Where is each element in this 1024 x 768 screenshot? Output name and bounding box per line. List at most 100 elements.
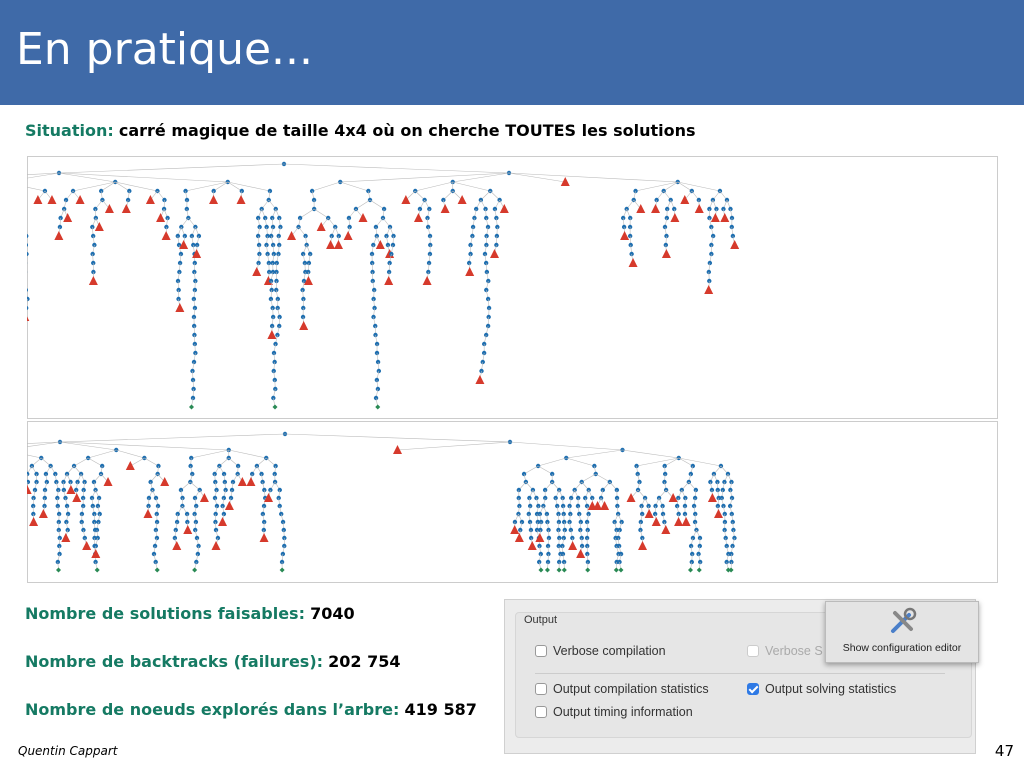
tree-node bbox=[143, 509, 153, 518]
tree-node bbox=[661, 249, 671, 258]
tree-node bbox=[561, 567, 567, 573]
tree-node bbox=[689, 559, 694, 565]
tree-node bbox=[373, 323, 378, 329]
option[interactable]: Output timing information bbox=[535, 705, 693, 719]
tree-node bbox=[499, 204, 509, 213]
option-label: Verbose S bbox=[765, 644, 823, 658]
tree-node bbox=[156, 213, 166, 222]
tree-node bbox=[585, 567, 591, 573]
tree-node bbox=[160, 477, 170, 486]
output-title: Output bbox=[524, 614, 558, 626]
option[interactable]: Output compilation statistics bbox=[535, 682, 709, 696]
tree-node bbox=[527, 541, 537, 550]
option[interactable]: Output solving statistics bbox=[747, 682, 896, 696]
tree-node bbox=[578, 527, 583, 533]
tree-node bbox=[528, 535, 534, 541]
tree-node bbox=[618, 567, 624, 573]
tree-node bbox=[213, 527, 219, 533]
tree-node bbox=[595, 473, 610, 483]
tree-node bbox=[619, 519, 624, 525]
tree-node bbox=[173, 527, 178, 533]
tree-node bbox=[215, 535, 221, 541]
checkbox[interactable] bbox=[747, 645, 759, 657]
option[interactable]: Verbose compilation bbox=[535, 644, 666, 658]
tree-node bbox=[668, 493, 678, 502]
tree-node bbox=[545, 559, 551, 565]
tree-panel bbox=[27, 156, 998, 419]
button-label: Show configuration editor bbox=[842, 642, 962, 654]
tree-node bbox=[535, 533, 545, 542]
checkbox[interactable] bbox=[535, 683, 547, 695]
tree-node bbox=[80, 503, 86, 509]
tree-node bbox=[427, 233, 433, 239]
tree-node bbox=[91, 549, 101, 558]
tree-node bbox=[537, 543, 542, 549]
tree-node bbox=[154, 519, 160, 525]
checkbox[interactable] bbox=[747, 683, 759, 695]
tree-node bbox=[560, 177, 570, 186]
option-label: Verbose compilation bbox=[553, 644, 666, 658]
tree-node bbox=[556, 527, 561, 533]
tree-node bbox=[56, 511, 62, 517]
tree-node bbox=[278, 224, 283, 230]
tree-node bbox=[692, 519, 698, 525]
tree-node bbox=[567, 519, 572, 525]
tree-node bbox=[96, 519, 101, 525]
stat-value: 419 587 bbox=[404, 700, 477, 719]
tree-node bbox=[568, 511, 573, 517]
tree-node bbox=[74, 487, 79, 493]
tree-node bbox=[260, 511, 266, 517]
tree-node bbox=[213, 511, 218, 517]
tree-node bbox=[75, 195, 85, 204]
tree-node bbox=[728, 567, 734, 573]
situation: Situation: carré magique de taille 4x4 o… bbox=[25, 121, 696, 140]
config-button[interactable]: Show configuration editor bbox=[825, 601, 979, 663]
checkbox[interactable] bbox=[535, 706, 547, 718]
tree-node bbox=[211, 541, 221, 550]
stat-label: Nombre de noeuds explorés dans l’arbre: bbox=[25, 700, 400, 719]
tree-node bbox=[195, 551, 201, 557]
tree-node bbox=[725, 567, 731, 573]
tree-node bbox=[152, 543, 158, 549]
tree-node bbox=[644, 509, 654, 518]
tree-node bbox=[509, 441, 623, 451]
tree-node bbox=[27, 251, 29, 257]
tree-node bbox=[125, 461, 135, 470]
tree-node bbox=[154, 567, 160, 573]
tree-node bbox=[561, 535, 566, 541]
tree-node bbox=[697, 543, 702, 549]
tree-node bbox=[273, 341, 278, 347]
tree-node bbox=[277, 503, 282, 509]
tree-node bbox=[581, 473, 596, 483]
checkbox[interactable] bbox=[535, 645, 547, 657]
tree-node bbox=[279, 567, 285, 573]
tree-node bbox=[58, 163, 285, 174]
tree-node bbox=[358, 213, 368, 222]
tree-node bbox=[27, 172, 60, 176]
tree-node bbox=[576, 549, 586, 558]
tree-node bbox=[280, 551, 286, 557]
tree-node bbox=[568, 541, 578, 550]
tree-node bbox=[373, 395, 379, 401]
tree-node bbox=[151, 551, 157, 557]
option[interactable]: Verbose S bbox=[747, 644, 823, 658]
page-number: 47 bbox=[994, 742, 1014, 760]
tree-node bbox=[56, 527, 61, 533]
tree-node bbox=[57, 543, 62, 549]
tree-node bbox=[729, 559, 734, 565]
tree-node bbox=[81, 527, 86, 533]
tree-node bbox=[670, 213, 680, 222]
tree-node bbox=[537, 465, 553, 475]
stat: Nombre de noeuds explorés dans l’arbre: … bbox=[25, 700, 477, 719]
tree-node bbox=[561, 511, 566, 517]
tree-node bbox=[617, 559, 622, 565]
tree-node bbox=[560, 551, 566, 557]
tree-node bbox=[79, 511, 85, 517]
tree-node bbox=[172, 535, 178, 541]
tree-node bbox=[184, 511, 190, 517]
tree-node bbox=[508, 172, 678, 183]
tree-node bbox=[55, 559, 61, 565]
tree-node bbox=[561, 559, 567, 565]
tree-node bbox=[65, 511, 71, 517]
tree-node bbox=[271, 368, 276, 374]
